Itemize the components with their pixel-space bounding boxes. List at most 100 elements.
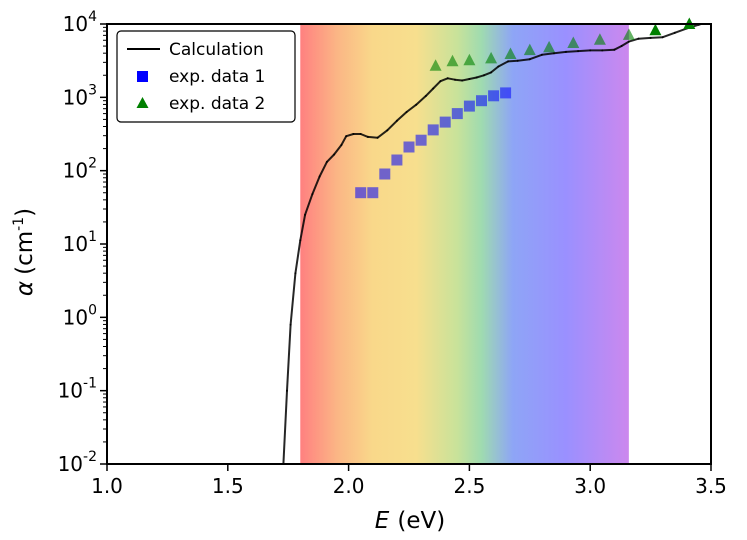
y-tick-label: 101: [63, 229, 97, 256]
calculation-line-segment: [482, 71, 493, 77]
calculation-line-segment: [345, 133, 355, 138]
calculation-line-segment: [289, 272, 297, 326]
legend-exp-data-2-marker: [136, 97, 149, 108]
calculation-series: [282, 24, 705, 464]
legend-calculation-label: Calculation: [169, 40, 264, 60]
calculation-line-segment: [565, 50, 580, 53]
calculation-line-segment: [359, 133, 369, 138]
exp-data-2-point: [593, 33, 606, 45]
calculation-line-segment: [468, 76, 478, 80]
y-tick-label: 100: [63, 302, 97, 329]
x-tick-label: 1.0: [91, 474, 123, 498]
calculation-line-segment: [282, 389, 288, 464]
y-axis-label-unit-base: (cm: [12, 231, 38, 275]
calculation-line-segment: [325, 153, 336, 163]
calculation-line-segment: [461, 78, 471, 82]
y-axis-label-unit-exp: -1: [11, 217, 27, 231]
calculation-line-segment: [432, 80, 442, 90]
x-axis-label-symbol: E: [375, 508, 390, 534]
calculation-line-segment: [453, 78, 464, 82]
calculation-line-segment: [286, 323, 292, 392]
x-tick-label: 1.5: [212, 474, 244, 498]
exp-data-1-point: [403, 141, 415, 153]
calculation-line-segment: [490, 65, 500, 74]
calculation-line-segment: [376, 129, 389, 139]
y-axis-label-unit-close: ): [12, 208, 38, 217]
exp-data-1-point: [379, 168, 391, 180]
exp-data-2-point: [649, 23, 662, 36]
calculation-line-segment: [318, 160, 328, 178]
exp-data-1-point: [427, 124, 439, 136]
x-axis-ticks: 1.0 1.5 2.0 2.5 3.0 3.5: [91, 464, 727, 498]
y-axis-ticks: 10-2 10-1 100 101 102 103 104: [58, 9, 107, 476]
calculation-line-segment: [333, 144, 343, 156]
calculation-line-segment: [649, 36, 664, 39]
exp-data-2-point: [523, 43, 536, 56]
y-tick-label: 10-2: [58, 449, 97, 476]
exp-data-1-point: [451, 108, 463, 120]
calculation-line-segment: [304, 193, 314, 216]
y-tick-label: 102: [63, 156, 97, 183]
calculation-line-segment: [627, 37, 640, 43]
calculation-line-segment: [294, 239, 302, 275]
exp-data-1-point: [415, 134, 427, 146]
exp-data-1-point: [463, 100, 475, 112]
calculation-line-segment: [415, 94, 427, 106]
exp-data-1-point: [355, 187, 367, 199]
calculation-line-segment: [577, 49, 592, 53]
exp-data-2-point: [567, 36, 580, 48]
y-tick-label: 104: [63, 9, 97, 36]
calculation-line-segment: [507, 59, 519, 63]
legend-box: [116, 30, 296, 123]
calculation-line-segment: [386, 119, 398, 132]
calculation-line-segment: [497, 60, 510, 68]
exp-data-1-point: [476, 95, 487, 107]
exp-data-2-point: [543, 40, 556, 53]
x-axis-label: E (eV): [375, 508, 445, 534]
calculation-line-segment: [311, 175, 321, 196]
calculation-line-segment: [673, 27, 688, 34]
calculation-line-segment: [620, 40, 630, 47]
calculation-line-segment: [601, 48, 616, 52]
legend-exp-data-1-label: exp. data 1: [169, 67, 265, 87]
y-axis-label-symbol: α: [12, 281, 38, 296]
x-tick-label: 3.0: [574, 474, 606, 498]
calculation-line-segment: [540, 52, 555, 56]
calculation-line-segment: [528, 53, 543, 61]
calculation-line-segment: [299, 213, 307, 242]
calculation-line-segment: [661, 31, 676, 39]
exp-data-2-point: [622, 28, 635, 40]
exp-data-2-point: [429, 59, 442, 71]
calculation-line-segment: [439, 77, 449, 83]
calculation-line-segment: [405, 103, 418, 113]
calculation-line-segment: [424, 87, 435, 97]
calculation-line-segment: [366, 135, 379, 139]
x-tick-label: 3.5: [695, 474, 727, 498]
calculation-line-segment: [637, 36, 652, 40]
exp-data-1-point: [488, 90, 500, 102]
legend-exp-data-2-label: exp. data 2: [169, 94, 265, 114]
y-tick-label: 103: [63, 82, 97, 109]
legend: Calculation exp. data 1 exp. data 2: [116, 30, 296, 123]
exp-data-1-point: [500, 87, 512, 99]
exp-data-2-series: [429, 17, 696, 71]
legend-exp-data-1-marker: [137, 71, 148, 82]
exp-data-1-point: [439, 116, 451, 128]
calculation-line-segment: [340, 135, 348, 146]
exp-data-1-point: [391, 154, 403, 166]
y-axis-label: α (cm-1): [11, 208, 38, 296]
exp-data-2-point: [485, 51, 498, 64]
calculation-line-segment: [395, 111, 408, 122]
visible-spectrum-band: [300, 24, 629, 464]
exp-data-1-point: [367, 187, 379, 199]
x-tick-label: 2.5: [453, 474, 485, 498]
exp-data-2-point: [446, 54, 459, 67]
calculation-line-segment: [553, 50, 567, 55]
calculation-line-segment: [613, 45, 623, 51]
exp-data-1-series: [355, 87, 512, 199]
exp-data-2-point: [463, 53, 476, 66]
y-tick-label: 10-1: [58, 376, 97, 403]
calculation-line-segment: [475, 74, 485, 79]
x-axis-label-unit: (eV): [397, 508, 445, 534]
